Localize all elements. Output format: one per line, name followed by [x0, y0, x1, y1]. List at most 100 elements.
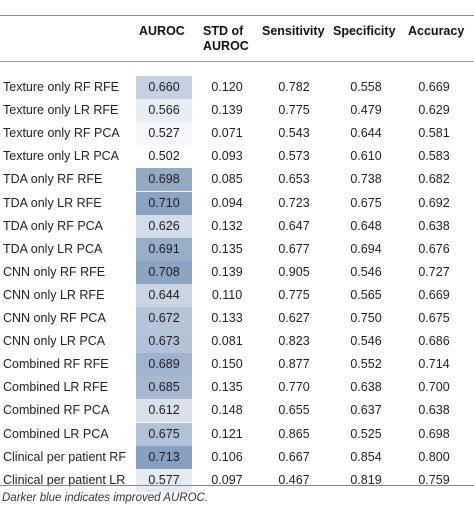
auroc-cell: 0.713 — [136, 445, 192, 469]
sensitivity-cell: 0.775 — [278, 103, 310, 118]
row-label: Combined LR PCA — [3, 426, 109, 441]
std-cell: 0.106 — [211, 449, 243, 464]
row-label: TDA only LR PCA — [3, 241, 103, 256]
header-specificity: Specificity — [333, 24, 396, 38]
sensitivity-cell: 0.627 — [278, 311, 310, 325]
std-cell: 0.132 — [211, 218, 243, 233]
auroc-cell: 0.708 — [136, 260, 192, 284]
table-row: Texture only RF PCA 0.527 0.071 0.543 0.644 0… — [0, 122, 474, 146]
specificity-cell: 0.565 — [350, 287, 382, 302]
accuracy-cell: 0.686 — [418, 334, 450, 349]
auroc-cell: 0.566 — [136, 99, 192, 123]
table-top-rule — [0, 15, 474, 16]
std-cell: 0.150 — [211, 357, 243, 372]
specificity-cell: 0.854 — [350, 449, 382, 464]
table-footnote: Darker blue indicates improved AUROC. — [2, 492, 209, 504]
table-row: TDA only LR RFE 0.710 0.094 0.723 0.675 0.692 — [0, 191, 474, 215]
accuracy-cell: 0.581 — [418, 126, 450, 141]
row-label: TDA only RF PCA — [3, 218, 104, 233]
sensitivity-cell: 0.877 — [278, 357, 310, 372]
std-cell: 0.135 — [211, 241, 243, 256]
accuracy-cell: 0.700 — [418, 380, 450, 395]
specificity-cell: 0.638 — [350, 380, 382, 395]
std-cell: 0.139 — [211, 264, 243, 279]
specificity-cell: 0.675 — [350, 195, 382, 210]
specificity-cell: 0.694 — [350, 241, 382, 256]
row-label: TDA only RF RFE — [3, 172, 103, 187]
specificity-cell: 0.610 — [350, 149, 382, 164]
accuracy-cell: 0.669 — [418, 80, 450, 94]
sensitivity-cell: 0.573 — [278, 149, 310, 164]
auroc-cell: 0.660 — [136, 76, 192, 99]
row-label: Texture only RF PCA — [3, 126, 120, 141]
sensitivity-cell: 0.543 — [278, 126, 310, 141]
sensitivity-cell: 0.865 — [278, 426, 310, 441]
std-cell: 0.081 — [211, 334, 243, 349]
accuracy-cell: 0.638 — [418, 403, 450, 418]
specificity-cell: 0.637 — [350, 403, 382, 418]
auroc-cell: 0.644 — [136, 283, 192, 307]
accuracy-cell: 0.692 — [418, 195, 450, 210]
header-auroc: AUROC — [139, 24, 185, 38]
auroc-cell: 0.675 — [136, 422, 192, 446]
accuracy-cell: 0.698 — [418, 426, 450, 441]
sensitivity-cell: 0.782 — [278, 80, 310, 94]
row-label: Combined RF RFE — [3, 357, 109, 372]
header-accuracy: Accuracy — [408, 24, 465, 38]
auroc-cell: 0.685 — [136, 376, 192, 400]
table-row: Combined LR RFE 0.685 0.135 0.770 0.638 0.700 — [0, 376, 474, 400]
row-label: Clinical per patient RF — [3, 449, 126, 464]
sensitivity-cell: 0.905 — [278, 264, 310, 279]
std-cell: 0.085 — [211, 172, 243, 187]
specificity-cell: 0.750 — [350, 311, 382, 325]
sensitivity-cell: 0.655 — [278, 403, 310, 418]
specificity-cell: 0.546 — [350, 334, 382, 349]
auroc-cell: 0.577 — [136, 468, 192, 492]
std-cell: 0.133 — [211, 311, 243, 325]
auroc-cell: 0.689 — [136, 353, 192, 377]
sensitivity-cell: 0.647 — [278, 218, 310, 233]
row-label: Combined RF PCA — [3, 403, 110, 418]
specificity-cell: 0.558 — [350, 80, 382, 94]
row-label: Texture only LR PCA — [3, 149, 120, 164]
table-row: Texture only RF RFE 0.660 0.120 0.782 0.558 0… — [0, 76, 474, 99]
accuracy-cell: 0.759 — [418, 472, 450, 487]
specificity-cell: 0.479 — [350, 103, 382, 118]
std-cell: 0.093 — [211, 149, 243, 164]
table-row: Combined LR PCA 0.675 0.121 0.865 0.525 0.698 — [0, 422, 474, 446]
sensitivity-cell: 0.770 — [278, 380, 310, 395]
accuracy-cell: 0.714 — [418, 357, 450, 372]
sensitivity-cell: 0.677 — [278, 241, 310, 256]
row-label: Texture only RF RFE — [3, 80, 120, 94]
accuracy-cell: 0.727 — [418, 264, 450, 279]
std-cell: 0.110 — [211, 287, 243, 302]
sensitivity-cell: 0.653 — [278, 172, 310, 187]
table-row: CNN only RF PCA 0.672 0.133 0.627 0.750 0.675 — [0, 307, 474, 330]
accuracy-cell: 0.629 — [418, 103, 450, 118]
accuracy-cell: 0.638 — [418, 218, 450, 233]
auroc-cell: 0.691 — [136, 237, 192, 261]
header-rule — [0, 61, 474, 62]
table-row: Clinical per patient LR 0.577 0.097 0.467 0.… — [0, 468, 474, 492]
specificity-cell: 0.648 — [350, 218, 382, 233]
std-cell: 0.148 — [211, 403, 243, 418]
table-row: Texture only LR RFE 0.566 0.139 0.775 0.479 0… — [0, 99, 474, 123]
auroc-cell: 0.698 — [136, 168, 192, 192]
row-label: CNN only LR PCA — [3, 334, 106, 349]
table-row: TDA only RF RFE 0.698 0.085 0.653 0.738 0.682 — [0, 168, 474, 192]
auroc-cell: 0.502 — [136, 145, 192, 169]
std-cell: 0.135 — [211, 380, 243, 395]
table-row: CNN only RF RFE 0.708 0.139 0.905 0.546 0.727 — [0, 260, 474, 284]
sensitivity-cell: 0.667 — [278, 449, 310, 464]
std-cell: 0.071 — [211, 126, 243, 141]
specificity-cell: 0.552 — [350, 357, 382, 372]
row-label: TDA only LR RFE — [3, 195, 102, 210]
table-row: Combined RF RFE 0.689 0.150 0.877 0.552 0.714 — [0, 353, 474, 377]
row-label: Combined LR RFE — [3, 380, 108, 395]
sensitivity-cell: 0.775 — [278, 287, 310, 302]
table-row: CNN only LR PCA 0.673 0.081 0.823 0.546 0.686 — [0, 330, 474, 354]
auroc-cell: 0.626 — [136, 214, 192, 238]
accuracy-cell: 0.675 — [418, 311, 450, 325]
table-bottom-rule — [0, 485, 474, 486]
specificity-cell: 0.738 — [350, 172, 382, 187]
